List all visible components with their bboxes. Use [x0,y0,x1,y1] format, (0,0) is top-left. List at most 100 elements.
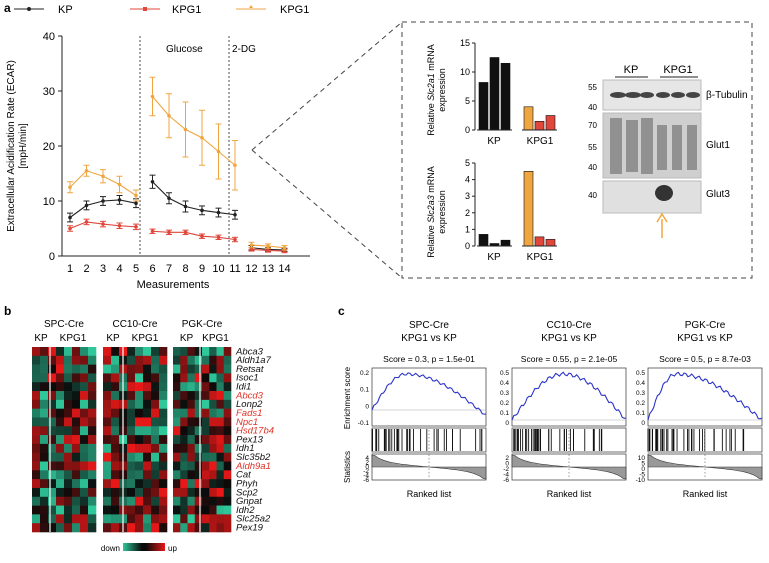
heatmap-cell [40,496,49,506]
heatmap-cell [209,399,217,409]
heatmap-cell [111,523,120,533]
heatmap-cell [187,399,196,409]
gsea-ytick: 0.2 [636,400,645,407]
ecar-xtick-label: 3 [100,263,106,275]
heatmap-cell [127,514,136,524]
heatmap-cell [80,417,89,427]
gsea-stat-ylabel: Statistics [343,451,352,483]
heatmap-cell [216,461,225,471]
heatmap-cell [180,470,188,480]
heatmap-cell [40,523,49,533]
wb-band-glut1: Glut1 [706,140,730,151]
heatmap-cell [135,417,144,427]
bar-xlabel-kpg1: KPG1 [527,252,554,263]
ecar-ytick-label: 10 [43,196,55,208]
heatmap-cell [32,505,41,515]
heatmap-cell [209,505,217,515]
gsea-title: SPC-Cre [409,320,449,331]
heatmap-cell [143,435,152,445]
heatmap-cell [64,435,73,445]
heatmap-cell [194,399,203,409]
bar [534,121,545,131]
heatmap-cell [209,347,217,357]
gsea-subtitle: KPG1 vs KP [541,333,597,344]
heatmap-cell [143,496,152,506]
heatmap-cell [64,417,73,427]
heatmap-cell [173,347,181,357]
heatmap-cell [111,417,120,427]
data-point [101,199,105,203]
heatmap-cell [40,347,49,357]
heatmap-cell [103,382,112,392]
heatmap-cell [88,373,97,383]
ecar-xtick-label: 13 [262,263,274,275]
gene-label: Scp2 [236,487,258,498]
gsea-title: PGK-Cre [685,320,726,331]
zoom-lines [251,21,753,279]
gsea-stat-ytick: 5 [641,461,645,468]
heatmap-cell [56,373,65,383]
heatmap-cell [56,514,65,524]
heatmap-cell [111,373,120,383]
heatmap-cell [202,487,210,498]
heatmap-cell [173,435,181,445]
wb-marker-55a: 55 [588,83,597,92]
heatmap-cell [48,382,57,392]
gsea-hits-frame [511,427,627,453]
heatmap-cell [180,364,188,374]
bar-ytick-label: 5 [465,158,470,168]
heatmap-cell [194,373,203,383]
heatmap-cell [32,417,41,427]
data-point [117,223,122,228]
heatmap-cell [64,470,73,480]
heatmap-cell [143,443,152,454]
ecar-ytick-label: 40 [43,31,55,43]
heatmap-cell [127,399,136,409]
heatmap-cell [111,496,120,506]
data-point [117,198,122,202]
heatmap-cell [209,514,217,524]
heatmap-cell [151,514,160,524]
heatmap-cell [194,417,203,427]
heatmap-cell [173,479,181,489]
heatmap-cell [40,443,49,454]
data-point [233,212,237,217]
heatmap-cell [194,435,203,445]
heatmap-cell [64,505,73,515]
heatmap-cell [143,355,152,365]
heatmap-cell [223,408,232,418]
heatmap-cell [151,373,160,383]
heatmap-cell [216,470,225,480]
heatmap-cell [88,391,97,401]
gsea-ytick: 0.2 [360,370,369,377]
heatmap-cell [72,399,81,409]
gene-label: Aldh9a1 [235,461,271,472]
heatmap-cell [56,408,65,418]
heatmap-cell [103,496,112,506]
gsea-score: Score = 0.55, p = 2.1e-05 [521,354,618,364]
heatmap-cell [187,391,196,401]
data-point [200,208,204,213]
ecar-xtick-label: 9 [199,263,205,275]
heatmap-cell [56,523,65,533]
panel-label-b: b [4,304,11,318]
data-point [183,127,188,132]
heatmap-cell [180,443,188,454]
heatmap-cell [216,355,225,365]
heatmap-cell [103,443,112,454]
heatmap-cell [103,364,112,374]
data-point [233,237,237,242]
gsea-stat-ytick: -2 [503,466,509,473]
heatmap-cell [72,435,81,445]
heatmap-cell [40,364,49,374]
heatmap-cell [111,452,120,462]
heatmap-cell [111,382,120,392]
heatmap-cell [40,470,49,480]
heatmap-group-label: CC10-Cre [112,319,157,330]
heatmap-cell [194,523,203,533]
heatmap-cell [143,514,152,524]
slc2a3-ylabel-2: expression [437,190,447,234]
heatmap-cell [48,470,57,480]
slc2a1-bar-chart: 0 5 10 15 KP KPG1 [460,38,557,147]
data-point [68,185,72,190]
